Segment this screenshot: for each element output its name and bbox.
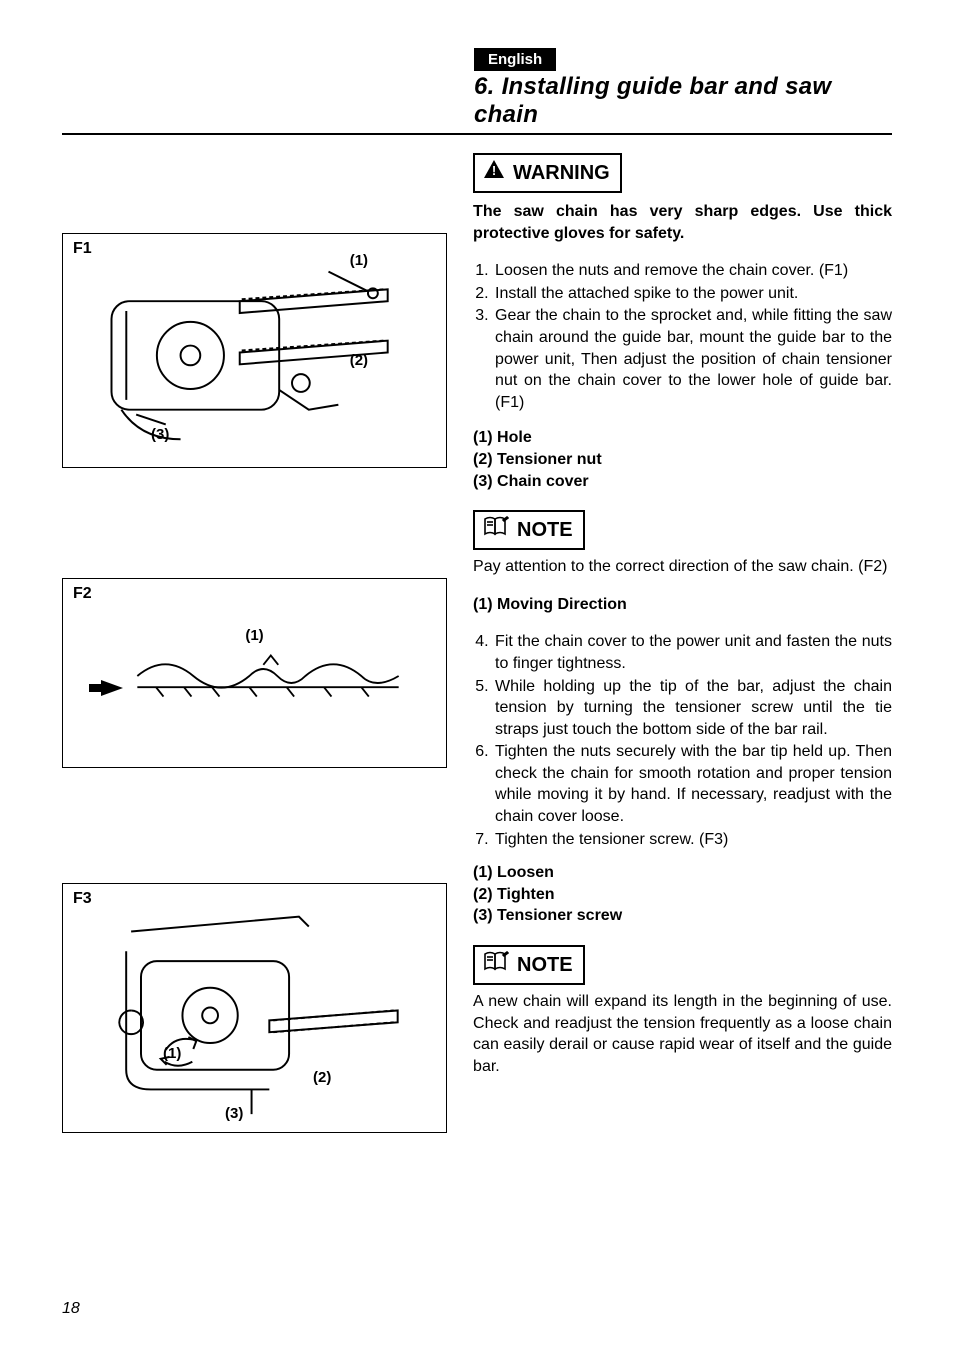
- figure-f1: F1 (1): [62, 233, 447, 468]
- figure-f2: F2 (1): [62, 578, 447, 768]
- section-title: 6. Installing guide bar and saw chain: [474, 73, 892, 129]
- header-rule: [62, 133, 892, 135]
- page-number: 18: [62, 1300, 80, 1318]
- moving-direction-label: (1) Moving Direction: [473, 594, 892, 616]
- warning-triangle-icon: !: [483, 159, 505, 187]
- steps-list-1: Loosen the nuts and remove the chain cov…: [473, 260, 892, 413]
- step-4: Fit the chain cover to the power unit an…: [493, 631, 892, 674]
- chain-direction-diagram-icon: [128, 648, 408, 704]
- def-tighten: (2) Tighten: [473, 884, 892, 906]
- figure-label-f3: F3: [73, 890, 92, 908]
- figure-label-f1: F1: [73, 240, 92, 258]
- def-hole: (1) Hole: [473, 427, 892, 449]
- figure-f3-callout-1: (1): [163, 1045, 181, 1062]
- note-label-1: NOTE: [517, 517, 573, 544]
- definitions-2: (1) Loosen (2) Tighten (3) Tensioner scr…: [473, 862, 892, 927]
- figure-f3-callout-2: (2): [313, 1069, 331, 1086]
- chainsaw-cover-diagram-icon: [71, 242, 438, 459]
- note-text-1: Pay attention to the correct direction o…: [473, 556, 892, 578]
- step-6: Tighten the nuts securely with the bar t…: [493, 741, 892, 827]
- figure-f2-callout-1: (1): [71, 627, 438, 644]
- note-book-icon: [483, 951, 509, 979]
- note-callout-1: NOTE: [473, 510, 585, 550]
- warning-text: The saw chain has very sharp edges. Use …: [473, 201, 892, 244]
- figures-column: F1 (1): [62, 153, 447, 1133]
- def-chain-cover: (3) Chain cover: [473, 471, 892, 493]
- direction-arrow-icon: [101, 680, 123, 696]
- step-1: Loosen the nuts and remove the chain cov…: [493, 260, 892, 282]
- def-loosen: (1) Loosen: [473, 862, 892, 884]
- note-label-2: NOTE: [517, 952, 573, 979]
- language-pill: English: [474, 48, 556, 71]
- figure-f1-callout-3: (3): [151, 426, 169, 443]
- figure-f1-callout-2: (2): [350, 352, 368, 369]
- warning-label: WARNING: [513, 160, 610, 187]
- step-3: Gear the chain to the sprocket and, whil…: [493, 305, 892, 413]
- svg-text:!: !: [492, 163, 496, 178]
- instructions-column: ! WARNING The saw chain has very sharp e…: [473, 153, 892, 1133]
- definitions-1: (1) Hole (2) Tensioner nut (3) Chain cov…: [473, 427, 892, 492]
- step-7: Tighten the tensioner screw. (F3): [493, 829, 892, 851]
- warning-callout: ! WARNING: [473, 153, 622, 193]
- def-tensioner-nut: (2) Tensioner nut: [473, 449, 892, 471]
- step-2: Install the attached spike to the power …: [493, 283, 892, 305]
- step-5: While holding up the tip of the bar, adj…: [493, 676, 892, 741]
- tensioner-diagram-icon: [71, 892, 438, 1124]
- def-tensioner-screw: (3) Tensioner screw: [473, 905, 892, 927]
- note-book-icon: [483, 516, 509, 544]
- figure-f1-callout-1: (1): [350, 252, 368, 269]
- steps-list-2: Fit the chain cover to the power unit an…: [473, 631, 892, 850]
- figure-label-f2: F2: [73, 585, 92, 603]
- note-text-2: A new chain will expand its length in th…: [473, 991, 892, 1077]
- note-callout-2: NOTE: [473, 945, 585, 985]
- figure-f3: F3 (1): [62, 883, 447, 1133]
- figure-f3-callout-3: (3): [225, 1105, 243, 1122]
